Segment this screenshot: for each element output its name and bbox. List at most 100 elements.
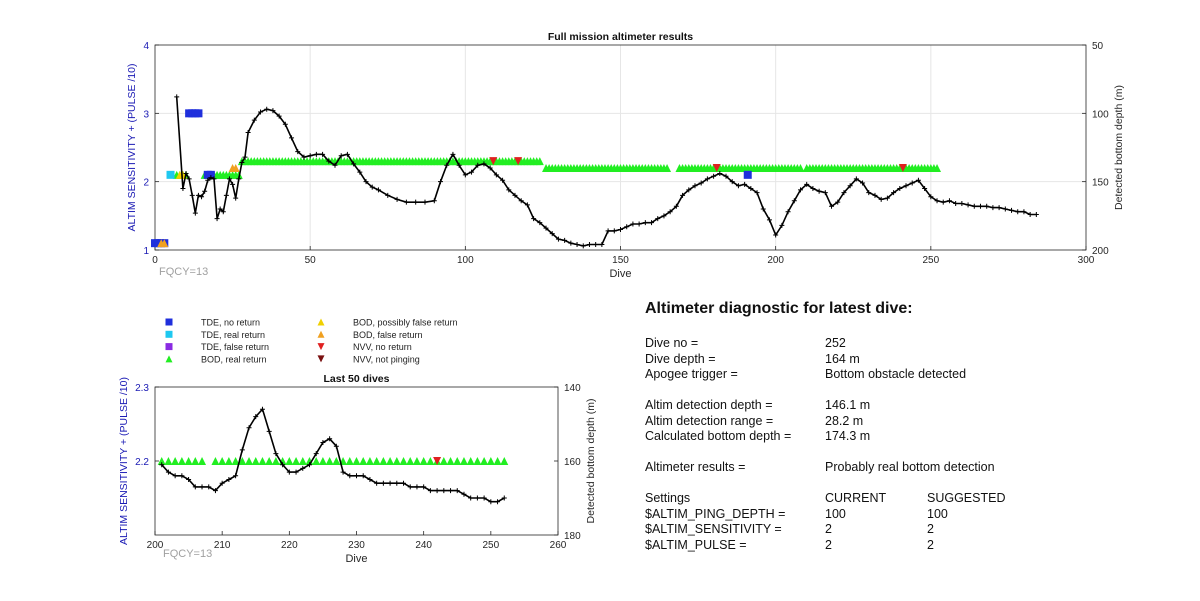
bod-real-return-marker: [359, 457, 368, 465]
depth-point: [354, 473, 359, 479]
bod-real-return-marker: [318, 457, 327, 465]
diag-row-dive-depth: Dive depth = 164 m: [645, 352, 1165, 368]
bod-real-return-marker: [285, 457, 294, 465]
bod-real-return-marker: [198, 457, 207, 465]
depth-point: [461, 491, 467, 497]
depth-point: [253, 414, 259, 420]
fqcy-annotation: FQCY=13: [163, 548, 212, 560]
depth-point: [1015, 209, 1021, 215]
diag-label: Altimeter results =: [645, 460, 746, 474]
marker-nvv-no-return: [514, 157, 523, 166]
diag-value: Probably real bottom detection: [825, 460, 995, 474]
depth-point: [977, 203, 983, 209]
bod-real-return-marker: [406, 457, 415, 465]
x-tick-label: 210: [214, 540, 231, 551]
depth-point: [186, 176, 192, 182]
depth-point: [192, 210, 198, 216]
x-tick-label: 300: [1078, 255, 1095, 266]
depth-point: [965, 202, 971, 208]
legend-label: TDE, real return: [201, 330, 265, 340]
legend-marker: [165, 343, 173, 351]
depth-point: [380, 480, 386, 486]
diag-row-results: Altimeter results = Probably real bottom…: [645, 460, 1165, 476]
depth-point: [202, 188, 208, 194]
depth-point: [211, 176, 217, 182]
depth-point: [230, 181, 236, 187]
bod-real-return-marker: [312, 457, 321, 465]
suggested-header: SUGGESTED: [927, 491, 1006, 505]
depth-point: [630, 221, 636, 227]
y-tick-label: 2.2: [135, 457, 149, 468]
depth-point: [915, 177, 921, 183]
depth-point: [760, 206, 766, 212]
depth-point: [226, 477, 232, 482]
depth-point: [300, 465, 306, 471]
depth-point: [524, 202, 530, 208]
bod-real-return-marker: [271, 457, 280, 465]
depth-point: [174, 94, 180, 100]
diag-value: 28.2 m: [825, 413, 864, 428]
depth-point: [183, 170, 189, 176]
depth-point: [413, 199, 419, 205]
depth-point: [853, 176, 859, 182]
depth-point: [301, 154, 307, 160]
depth-point: [375, 187, 381, 193]
depth-point: [468, 495, 474, 501]
diag-row-altim-range: Altim detection range = 28.2 m: [645, 414, 1165, 430]
depth-point: [239, 447, 245, 453]
depth-point: [245, 129, 251, 135]
depth-point: [180, 186, 186, 191]
bod-real-return-marker: [446, 457, 455, 465]
bod-real-return-marker: [224, 457, 233, 465]
legend-marker: [165, 355, 173, 363]
diag-label: Altim detection range =: [645, 413, 774, 428]
depth-point: [698, 180, 704, 186]
depth-point: [568, 240, 574, 246]
y-right-tick-label: 150: [1092, 178, 1109, 189]
setting-label: $ALTIM_PULSE =: [645, 537, 747, 552]
bod-real-return-marker: [265, 457, 274, 465]
depth-point: [872, 192, 878, 198]
depth-point: [214, 216, 220, 222]
legend-marker: [317, 355, 325, 363]
depth-point: [422, 199, 428, 205]
depth-point: [518, 198, 524, 204]
y-tick-label: 2: [143, 178, 149, 189]
y-tick-label: 4: [143, 41, 149, 52]
depth-point: [450, 151, 456, 157]
setting-label: $ALTIM_PING_DEPTH =: [645, 506, 786, 521]
depth-point: [506, 187, 512, 193]
bod-real-return-marker: [171, 457, 180, 465]
depth-point: [320, 151, 326, 157]
depth-point: [580, 243, 586, 249]
depth-point: [233, 473, 239, 479]
bod-real-return-marker: [184, 457, 193, 465]
depth-point: [487, 165, 493, 171]
depth-point: [258, 109, 264, 115]
depth-point: [259, 406, 265, 412]
depth-line: [161, 407, 505, 503]
legend-label: NVV, not pinging: [353, 354, 420, 364]
bod-real-return-marker: [459, 457, 468, 465]
bod-real-return-marker: [473, 457, 482, 465]
depth-point: [280, 462, 286, 468]
depth-point: [990, 205, 996, 211]
depth-point: [673, 203, 679, 209]
depth-point: [179, 473, 185, 479]
depth-point: [199, 194, 205, 200]
depth-point: [421, 484, 427, 490]
bod-real-return-marker: [191, 457, 200, 465]
bod-real-return-marker: [352, 457, 361, 465]
depth-point: [605, 228, 611, 234]
bod-real-return-marker: [251, 457, 260, 465]
depth-point: [441, 488, 447, 494]
legend-label: TDE, false return: [201, 342, 269, 352]
diag-label: Dive depth =: [645, 351, 716, 366]
depth-point: [332, 162, 338, 168]
y-right-tick-label: 200: [1092, 246, 1109, 257]
depth-point: [512, 192, 518, 198]
diag-value: 252: [825, 336, 846, 350]
depth-point: [276, 113, 282, 119]
diag-row-settings-header: Settings CURRENT SUGGESTED: [645, 491, 1165, 507]
